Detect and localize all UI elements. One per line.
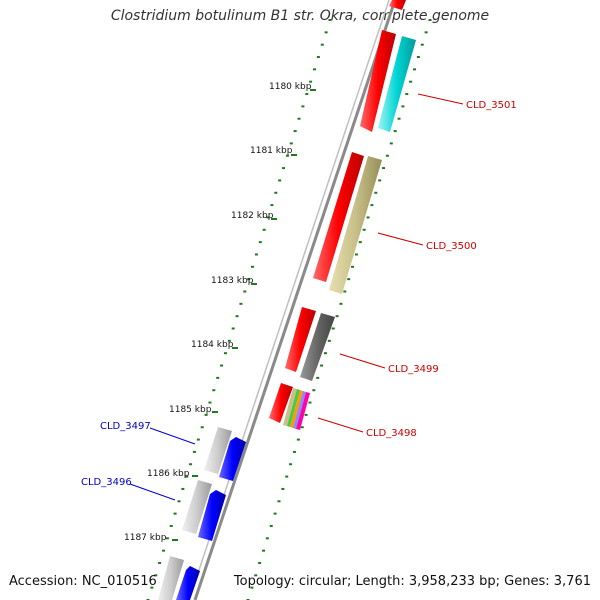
ruler-label-1185: 1185 kbp (169, 405, 212, 415)
gene-arrow-3499 (300, 313, 335, 381)
accession-text: Accession: NC_010516 (9, 574, 157, 589)
leader-3500 (377, 232, 424, 246)
cds-arrow-3499 (285, 307, 316, 372)
leader-3497 (149, 427, 196, 445)
cds-arrow-top (389, 0, 406, 10)
ruler-ticks-inner (146, 19, 332, 600)
cds-arrow-3501 (360, 30, 396, 132)
cds-arrow-3497 (204, 427, 232, 474)
leader-3499 (339, 353, 386, 369)
leader-3501 (417, 93, 464, 105)
ruler-label-1182: 1182 kbp (231, 211, 274, 221)
gene-label-3499: CLD_3499 (388, 364, 439, 375)
gene-arrow-3497 (219, 437, 246, 481)
backbone-outer (193, 0, 397, 600)
ruler-label-1186: 1186 kbp (147, 469, 190, 479)
ruler-label-1187: 1187 kbp (124, 533, 167, 543)
ruler-ticks-outer (246, 19, 432, 600)
gene-arrow-3496 (198, 490, 226, 541)
major-ticks (172, 89, 316, 541)
gene-label-3496: CLD_3496 (81, 477, 132, 488)
genome-title: Clostridium botulinum B1 str. Okra, comp… (110, 8, 490, 24)
gene-arrow-3498 (283, 388, 310, 430)
genome-summary-text: Topology: circular; Length: 3,958,233 bp… (233, 574, 591, 589)
gene-label-3498: CLD_3498 (366, 428, 417, 439)
cds-arrow-3500 (313, 152, 364, 282)
gene-arrow-bottom (176, 566, 200, 600)
cds-arrow-bottom (158, 556, 184, 600)
cds-arrow-3496 (182, 480, 212, 534)
ruler-label-1180: 1180 kbp (269, 82, 312, 92)
ruler-label-1183: 1183 kbp (211, 276, 254, 286)
ruler-label-1184: 1184 kbp (191, 340, 234, 350)
leader-3496 (129, 483, 176, 501)
ruler-label-1181: 1181 kbp (250, 146, 293, 156)
gene-label-3500: CLD_3500 (426, 241, 477, 252)
gene-arrow-3501 (378, 36, 416, 132)
gene-label-3501: CLD_3501 (466, 100, 517, 111)
gene-arrow-3500 (329, 156, 382, 294)
cds-arrow-3498 (269, 383, 293, 423)
leader-3498 (317, 417, 364, 433)
gene-label-3497: CLD_3497 (100, 421, 151, 432)
